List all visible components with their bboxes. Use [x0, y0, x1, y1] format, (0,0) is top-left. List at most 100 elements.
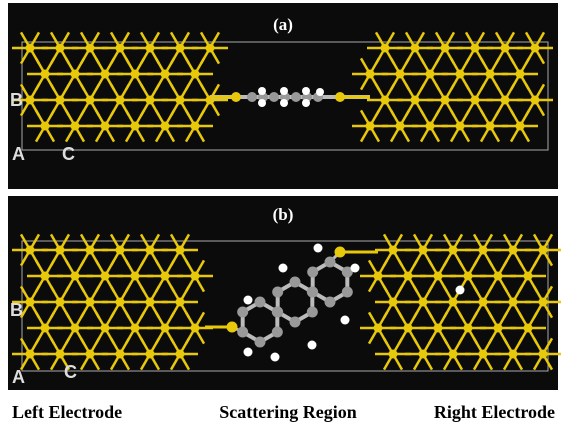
gold-atom [116, 246, 125, 255]
carbon-atom [237, 327, 248, 338]
carbon-atom [290, 317, 301, 328]
sulfur-atom [231, 92, 241, 102]
gold-atom [404, 324, 413, 333]
gold-atom [366, 122, 375, 131]
gold-atom [411, 44, 420, 53]
gold-atom [56, 246, 65, 255]
gold-atom [456, 70, 465, 79]
gold-atom [26, 350, 35, 359]
gold-atom [479, 350, 488, 359]
panel-label: (a) [273, 15, 293, 34]
gold-atom [71, 272, 80, 281]
gold-atom [86, 298, 95, 307]
panel-label: (b) [273, 205, 294, 224]
sulfur-atom [335, 247, 346, 258]
axis-label: A [12, 367, 25, 387]
carbon-atom [272, 327, 283, 338]
gold-atom [101, 70, 110, 79]
gold-atom [389, 350, 398, 359]
footer-label: Left Electrode [12, 402, 122, 422]
gold-atom [146, 246, 155, 255]
gold-atom [419, 298, 428, 307]
gold-atom [41, 272, 50, 281]
gold-atom [146, 96, 155, 105]
gold-atom [131, 70, 140, 79]
gold-atom [419, 350, 428, 359]
gold-atom [479, 246, 488, 255]
gold-atom [419, 246, 428, 255]
carbon-atom [307, 267, 318, 278]
gold-atom [539, 298, 548, 307]
axis-label: B [10, 90, 23, 110]
gold-atom [494, 324, 503, 333]
gold-atom [26, 298, 35, 307]
gold-atom [191, 70, 200, 79]
gold-atom [146, 44, 155, 53]
axis-label: C [62, 144, 75, 164]
gold-atom [389, 298, 398, 307]
gold-atom [479, 298, 488, 307]
gold-atom [441, 96, 450, 105]
gold-atom [509, 246, 518, 255]
h-atom [308, 341, 317, 350]
gold-atom [434, 272, 443, 281]
axis-label: C [64, 362, 77, 382]
gold-atom [41, 324, 50, 333]
carbon-atom [255, 337, 266, 348]
carbon-atom [272, 307, 283, 318]
gold-atom [161, 70, 170, 79]
gold-atom [116, 350, 125, 359]
gold-atom [516, 70, 525, 79]
gold-atom [464, 324, 473, 333]
h-atom [258, 99, 266, 107]
gold-atom [86, 350, 95, 359]
carbon-atom [307, 307, 318, 318]
gold-atom [539, 246, 548, 255]
footer-label: Right Electrode [434, 402, 555, 422]
h-atom [302, 99, 310, 107]
gold-atom [131, 324, 140, 333]
h-atom [244, 296, 253, 305]
h-atom [244, 348, 253, 357]
gold-atom [41, 70, 50, 79]
gold-atom [41, 122, 50, 131]
gold-atom [389, 246, 398, 255]
gold-atom [411, 96, 420, 105]
gold-atom [161, 272, 170, 281]
h-atom [280, 87, 288, 95]
gold-atom [161, 122, 170, 131]
axis-label: B [10, 300, 23, 320]
h-atom [302, 87, 310, 95]
gold-atom [26, 44, 35, 53]
gold-atom [146, 350, 155, 359]
gold-atom [404, 272, 413, 281]
h-atom [271, 353, 280, 362]
gold-atom [509, 298, 518, 307]
carbon-atom [247, 92, 257, 102]
h-atom [456, 286, 465, 295]
gold-atom [176, 298, 185, 307]
gold-atom [471, 96, 480, 105]
gold-atom [449, 298, 458, 307]
gold-atom [101, 122, 110, 131]
gold-atom [56, 350, 65, 359]
h-atom [351, 264, 360, 273]
gold-atom [464, 272, 473, 281]
gold-atom [449, 246, 458, 255]
gold-atom [116, 96, 125, 105]
axis-label: A [12, 144, 25, 164]
h-atom [341, 316, 350, 325]
gold-atom [524, 272, 533, 281]
gold-atom [426, 122, 435, 131]
gold-atom [441, 44, 450, 53]
gold-atom [516, 122, 525, 131]
gold-atom [456, 122, 465, 131]
gold-atom [471, 44, 480, 53]
gold-atom [131, 272, 140, 281]
gold-atom [101, 272, 110, 281]
gold-atom [131, 122, 140, 131]
gold-atom [539, 350, 548, 359]
h-atom [279, 264, 288, 273]
gold-atom [26, 96, 35, 105]
carbon-atom [342, 287, 353, 298]
